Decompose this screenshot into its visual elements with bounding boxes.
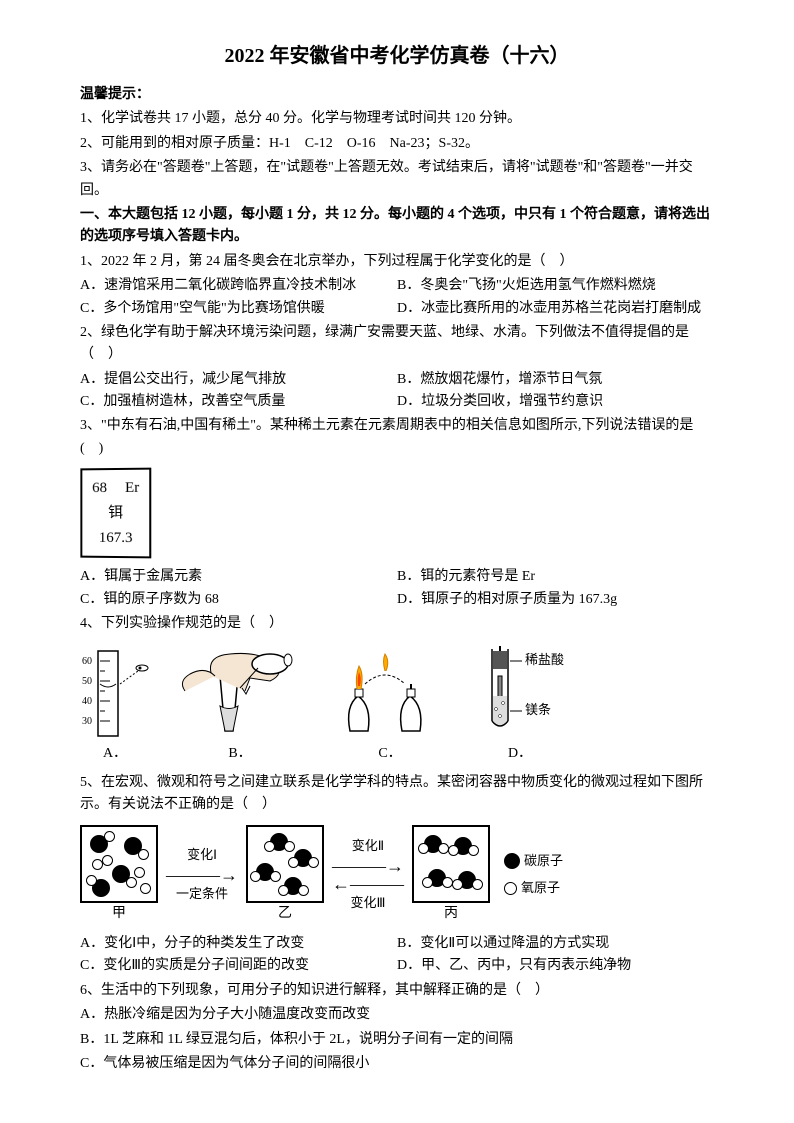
q5-box-b [246, 825, 324, 903]
q2-stem: 2、绿色化学有助于解决环境污染问题，绿满广安需要天蓝、地绿、水清。下列做法不值得… [80, 322, 714, 367]
notice-line-3: 3、请务必在"答题卷"上答题，在"试题卷"上答题无效。考试结束后，请将"试题卷"… [80, 157, 714, 202]
q2-opt-a: A．提倡公交出行，减少尾气排放 [80, 369, 397, 391]
q5-box-a [80, 825, 158, 903]
q6-opt-b: B．1L 芝麻和 1L 绿豆混匀后，体积小于 2L，说明分子间有一定的间隔 [80, 1029, 714, 1051]
element-name: 铒 [92, 501, 139, 525]
q1-opt-c: C．多个场馆用"空气能"为比赛场馆供暖 [80, 298, 397, 320]
q4-stem: 4、下列实验操作规范的是（ ） [80, 613, 714, 635]
q5-arrow-1: 变化Ⅰ ———→ 一定条件 [166, 845, 238, 905]
q5-opt-b: B．变化Ⅱ可以通过降温的方式实现 [397, 933, 714, 955]
element-number: 68 [92, 476, 107, 500]
q5-options: A．变化Ⅰ中，分子的种类发生了改变 B．变化Ⅱ可以通过降温的方式实现 C．变化Ⅲ… [80, 933, 714, 978]
q3-opt-a: A．铒属于金属元素 [80, 566, 397, 588]
notice-label: 温馨提示： [80, 84, 714, 106]
q3-stem: 3、"中东有石油,中国有稀土"。某种稀土元素在元素周期表中的相关信息如图所示,下… [80, 415, 714, 460]
element-symbol: Er [125, 476, 139, 500]
q4-label-d: D． [470, 743, 570, 765]
q3-opt-b: B．铒的元素符号是 Er [397, 566, 714, 588]
element-mass: 167.3 [92, 526, 139, 550]
svg-text:50: 50 [82, 676, 92, 687]
notice-line-2: 2、可能用到的相对原子质量：H-1 C-12 O-16 Na-23；S-32。 [80, 133, 714, 155]
section-1-header: 一、本大题包括 12 小题，每小题 1 分，共 12 分。每小题的 4 个选项，… [80, 204, 714, 249]
q1-opt-a: A．速滑馆采用二氧化碳跨临界直冷技术制冰 [80, 275, 397, 297]
q4-image-c: C． [330, 646, 450, 765]
q5-opt-a: A．变化Ⅰ中，分子的种类发生了改变 [80, 933, 397, 955]
alcohol-lamp-icon [330, 646, 450, 741]
q5-opt-d: D．甲、乙、丙中，只有丙表示纯净物 [397, 955, 714, 977]
cylinder-icon: 60 50 40 30 [80, 646, 150, 741]
q4-image-d: 稀盐酸 镁条 D． [470, 641, 570, 765]
q4-label-a: A． [80, 743, 150, 765]
q6-opt-c: C．气体易被压缩是因为气体分子间的间隔很小 [80, 1053, 714, 1075]
q3-opt-d: D．铒原子的相对原子质量为 167.3g [397, 589, 714, 611]
q1-stem: 1、2022 年 2 月，第 24 届冬奥会在北京举办，下列过程属于化学变化的是… [80, 251, 714, 273]
svg-text:30: 30 [82, 716, 92, 727]
q5-label-c: 丙 [412, 903, 490, 925]
q5-label-b: 乙 [246, 903, 324, 925]
q4-image-b: B． [170, 646, 310, 765]
oxygen-atom-icon [504, 882, 517, 895]
q1-options: A．速滑馆采用二氧化碳跨临界直冷技术制冰 B．冬奥会"飞扬"火炬选用氢气作燃料燃… [80, 275, 714, 320]
q1-opt-d: D．冰壶比赛所用的冰壶用苏格兰花岗岩打磨制成 [397, 298, 714, 320]
notice-line-1: 1、化学试卷共 17 小题，总分 40 分。化学与物理考试时间共 120 分钟。 [80, 108, 714, 130]
q4-images: 60 50 40 30 A． B． [80, 641, 714, 765]
q5-legend: 碳原子 氧原子 [504, 845, 563, 905]
q4-label-c: C． [330, 743, 450, 765]
q4-label-b: B． [170, 743, 310, 765]
svg-text:40: 40 [82, 696, 92, 707]
q5-stem: 5、在宏观、微观和符号之间建立联系是化学学科的特点。某密闭容器中物质变化的微观过… [80, 772, 714, 817]
pouring-icon [170, 646, 310, 741]
exam-title: 2022 年安徽省中考化学仿真卷（十六） [80, 40, 714, 72]
carbon-atom-icon [504, 853, 520, 869]
q4-image-a: 60 50 40 30 A． [80, 646, 150, 765]
q5-diagram: 甲 变化Ⅰ ———→ 一定条件 乙 变化Ⅱ ———→ ←——— 变 [80, 825, 714, 925]
svg-text:60: 60 [82, 656, 92, 667]
q5-box-c [412, 825, 490, 903]
q1-opt-b: B．冬奥会"飞扬"火炬选用氢气作燃料燃烧 [397, 275, 714, 297]
q3-options: A．铒属于金属元素 B．铒的元素符号是 Er C．铒的原子序数为 68 D．铒原… [80, 566, 714, 611]
q2-options: A．提倡公交出行，减少尾气排放 B．燃放烟花爆竹，增添节日气氛 C．加强植树造林… [80, 369, 714, 414]
q5-opt-c: C．变化Ⅲ的实质是分子间间距的改变 [80, 955, 397, 977]
q5-arrow-2: 变化Ⅱ ———→ ←——— 变化Ⅲ [332, 836, 404, 914]
q5-label-a: 甲 [80, 903, 158, 925]
q2-opt-d: D．垃圾分类回收，增强节约意识 [397, 391, 714, 413]
svg-text:稀盐酸: 稀盐酸 [525, 652, 564, 667]
q6-opt-a: A．热胀冷缩是因为分子大小随温度改变而改变 [80, 1004, 714, 1026]
q2-opt-c: C．加强植树造林，改善空气质量 [80, 391, 397, 413]
q2-opt-b: B．燃放烟花爆竹，增添节日气氛 [397, 369, 714, 391]
q6-stem: 6、生活中的下列现象，可用分子的知识进行解释，其中解释正确的是（ ） [80, 980, 714, 1002]
q3-element-box: 68 Er 铒 167.3 [80, 468, 714, 558]
svg-text:镁条: 镁条 [525, 702, 551, 717]
q3-opt-c: C．铒的原子序数为 68 [80, 589, 397, 611]
test-tube-icon: 稀盐酸 镁条 [470, 641, 570, 741]
